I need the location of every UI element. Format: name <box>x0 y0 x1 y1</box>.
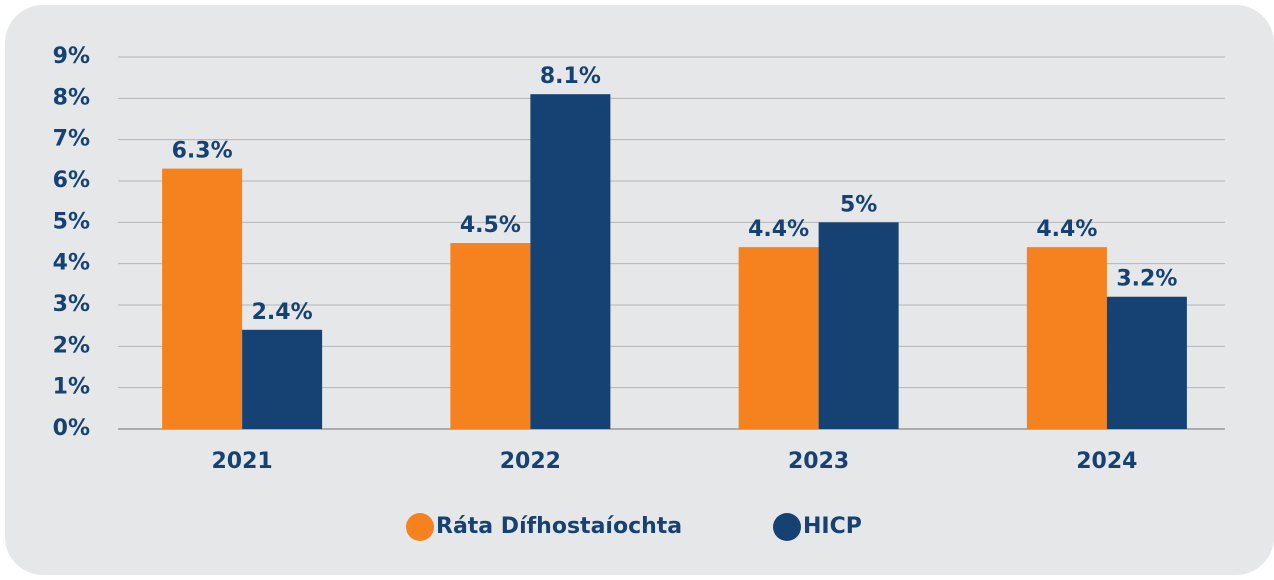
x-tick-label: 2024 <box>1076 449 1137 474</box>
bar <box>1106 296 1187 429</box>
value-label: 6.3% <box>172 139 233 164</box>
bar <box>738 247 819 429</box>
legend-marker <box>773 513 801 541</box>
y-tick-label: 7% <box>53 127 90 152</box>
legend-label: Ráta Dífhostaíochta <box>436 514 682 539</box>
bar <box>530 94 611 429</box>
y-tick-label: 2% <box>53 333 90 358</box>
value-label: 8.1% <box>540 64 601 89</box>
y-tick-label: 8% <box>53 85 90 110</box>
y-tick-label: 1% <box>53 375 90 400</box>
bar <box>162 168 243 429</box>
y-tick-label: 9% <box>53 44 90 69</box>
legend-label: HICP <box>803 514 862 539</box>
y-tick-label: 5% <box>53 209 90 234</box>
y-tick-label: 3% <box>53 292 90 317</box>
value-label: 2.4% <box>252 300 313 325</box>
value-label: 3.2% <box>1116 267 1177 292</box>
bar <box>450 243 531 429</box>
y-tick-label: 4% <box>53 251 90 276</box>
x-tick-label: 2022 <box>500 449 561 474</box>
x-tick-label: 2023 <box>788 449 849 474</box>
value-label: 5% <box>840 192 877 217</box>
bar <box>818 222 899 429</box>
bar <box>242 329 323 429</box>
value-label: 4.4% <box>748 217 809 242</box>
value-label: 4.5% <box>460 213 521 238</box>
y-tick-label: 6% <box>53 168 90 193</box>
y-tick-label: 0% <box>53 416 90 441</box>
bar <box>1026 247 1107 429</box>
value-label: 4.4% <box>1036 217 1097 242</box>
chart-background <box>5 5 1274 575</box>
x-tick-label: 2021 <box>212 449 273 474</box>
legend-marker <box>406 513 434 541</box>
